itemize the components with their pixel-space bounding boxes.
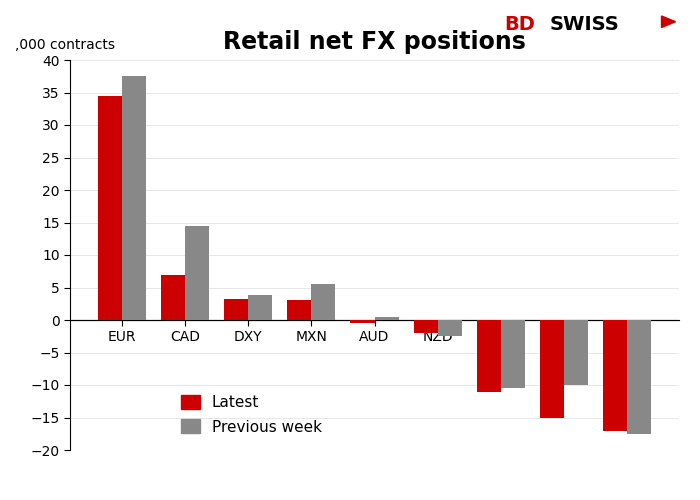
Bar bbox=[627, 320, 651, 434]
Bar bbox=[501, 320, 525, 388]
Bar bbox=[312, 284, 335, 320]
Bar bbox=[438, 320, 462, 336]
Legend: Latest, Previous week: Latest, Previous week bbox=[181, 396, 322, 434]
Bar bbox=[248, 294, 272, 320]
Text: BD: BD bbox=[504, 15, 535, 34]
Bar bbox=[351, 320, 374, 324]
Bar bbox=[414, 320, 438, 333]
Bar bbox=[287, 300, 312, 320]
Bar bbox=[564, 320, 588, 385]
Bar bbox=[540, 320, 564, 418]
Bar bbox=[374, 317, 398, 320]
Bar bbox=[161, 274, 185, 320]
Title: Retail net FX positions: Retail net FX positions bbox=[223, 30, 526, 54]
Text: ,000 contracts: ,000 contracts bbox=[15, 38, 116, 52]
Text: SWISS: SWISS bbox=[550, 15, 620, 34]
Bar bbox=[185, 226, 209, 320]
Bar bbox=[603, 320, 627, 430]
Bar bbox=[122, 76, 146, 320]
Bar bbox=[477, 320, 501, 392]
Bar bbox=[98, 96, 122, 320]
Bar bbox=[224, 299, 248, 320]
